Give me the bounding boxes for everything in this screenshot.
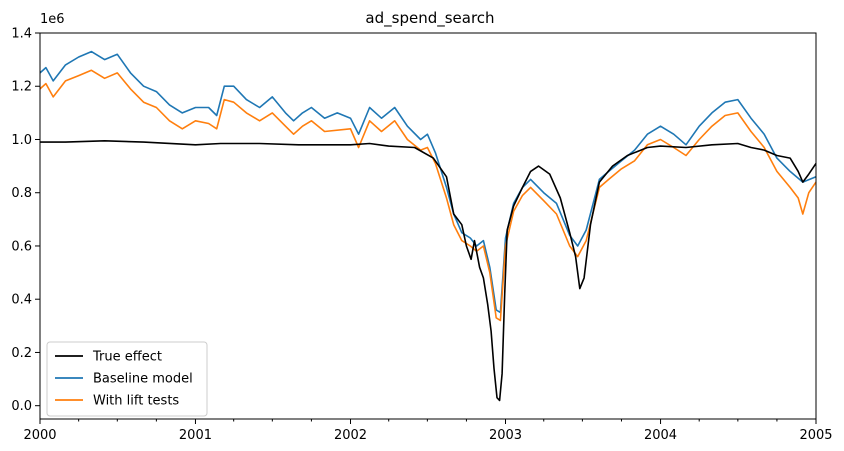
series-line-with-lift-tests xyxy=(39,69,817,322)
legend-box xyxy=(46,341,208,417)
legend-label: Baseline model xyxy=(93,372,193,387)
y-tick-label: 0.0 xyxy=(11,399,32,414)
x-tick-label: 2005 xyxy=(799,428,832,443)
y-tick-label: 0.8 xyxy=(11,186,32,201)
y-axis: 0.0 0.2 0.4 0.6 0.8 1.0 1.2 1.4 xyxy=(11,27,40,414)
y-tick-label: 1.2 xyxy=(11,80,32,95)
y-axis-offset-label: 1e6 xyxy=(40,12,65,27)
x-axis: 2000 2001 2002 2003 2004 2005 xyxy=(23,419,833,443)
x-tick-label: 2001 xyxy=(179,428,212,443)
y-tick-label: 0.2 xyxy=(11,346,32,361)
y-tick-label: 0.6 xyxy=(11,239,32,254)
series-line-true-effect xyxy=(40,140,817,402)
legend: True effect Baseline model With lift tests xyxy=(46,341,208,417)
x-tick-label: 2000 xyxy=(23,428,56,443)
series-line-baseline-model xyxy=(39,50,817,314)
chart-title: ad_spend_search xyxy=(365,9,494,28)
x-tick-label: 2003 xyxy=(489,428,522,443)
y-tick-label: 1.4 xyxy=(11,27,32,42)
y-tick-label: 0.4 xyxy=(11,293,32,308)
plot-frame xyxy=(39,32,817,420)
y-tick-label: 1.0 xyxy=(11,133,32,148)
legend-label: With lift tests xyxy=(93,394,179,409)
plot-series xyxy=(39,50,817,402)
x-tick-label: 2004 xyxy=(644,428,677,443)
legend-label: True effect xyxy=(92,350,162,365)
x-tick-label: 2002 xyxy=(334,428,367,443)
